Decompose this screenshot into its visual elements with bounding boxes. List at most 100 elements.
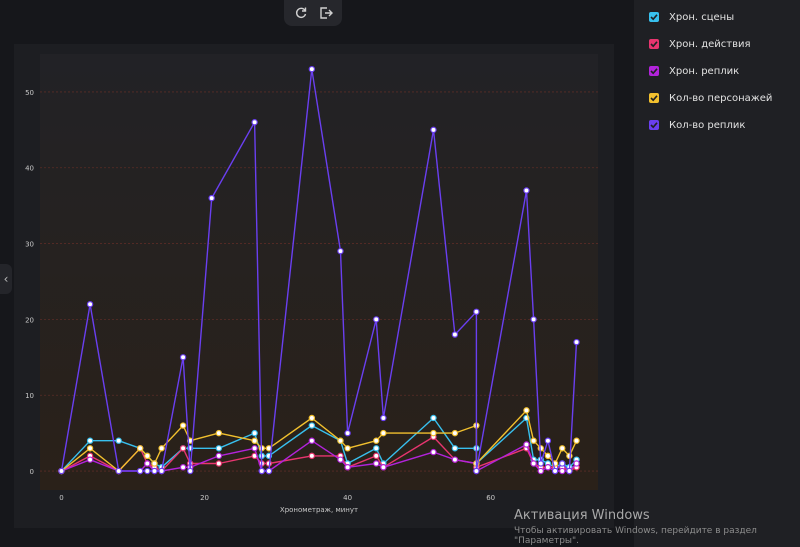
- data-point: [344, 429, 351, 437]
- data-point: [559, 445, 566, 452]
- data-point: [380, 464, 387, 471]
- data-point: [523, 187, 530, 194]
- data-point: [559, 460, 566, 467]
- refresh-button[interactable]: [291, 3, 311, 23]
- legend-item-characters[interactable]: Кол-во персонажей: [649, 90, 772, 106]
- y-tick-label: 0: [30, 468, 34, 476]
- legend-panel: Хрон. сцены Хрон. действия Хрон. реплик …: [634, 0, 800, 547]
- legend-label: Хрон. действия: [669, 38, 751, 50]
- data-point: [179, 445, 187, 452]
- data-point: [451, 445, 459, 452]
- refresh-icon: [295, 7, 306, 18]
- data-point: [86, 456, 94, 463]
- data-point: [308, 414, 316, 422]
- data-point: [451, 456, 459, 463]
- data-point: [251, 119, 258, 126]
- checkbox-icon: [649, 120, 659, 130]
- data-point: [373, 452, 380, 460]
- data-point: [115, 467, 122, 475]
- data-point: [530, 437, 537, 444]
- export-icon: [319, 7, 333, 19]
- data-point: [530, 316, 537, 323]
- legend-item-lines[interactable]: Хрон. реплик: [649, 63, 739, 79]
- data-point: [179, 422, 187, 429]
- legend-label: Хрон. сцены: [669, 11, 735, 23]
- data-point: [158, 445, 165, 452]
- data-point: [215, 429, 223, 437]
- data-point: [473, 467, 480, 475]
- data-point: [451, 429, 459, 437]
- y-tick-label: 30: [25, 241, 34, 249]
- data-point: [451, 331, 459, 338]
- data-point: [86, 445, 94, 452]
- data-point: [566, 467, 573, 475]
- checkbox-icon: [649, 66, 659, 76]
- checkbox-icon: [649, 12, 659, 22]
- data-point: [144, 460, 151, 467]
- data-point: [523, 407, 530, 414]
- chart-toolbar: [284, 0, 342, 26]
- data-point: [573, 460, 580, 467]
- data-point: [215, 460, 223, 467]
- data-point: [86, 301, 94, 308]
- data-point: [551, 467, 559, 475]
- data-point: [251, 429, 258, 437]
- data-point: [215, 452, 223, 460]
- line-chart: 0 10 20 30 40 50 0 20 40 60 Хронометраж, минут: [25, 54, 598, 514]
- chevron-left-icon: ‹: [3, 272, 9, 286]
- checkbox-icon: [649, 93, 659, 103]
- data-point: [544, 437, 552, 444]
- data-point: [179, 464, 187, 471]
- data-point: [573, 338, 580, 346]
- data-point: [258, 467, 265, 475]
- data-point: [380, 429, 387, 437]
- plot-area: [40, 54, 598, 490]
- data-point: [308, 437, 316, 444]
- data-point: [530, 460, 537, 467]
- x-axis-label: Хронометраж, минут: [280, 506, 358, 514]
- data-point: [308, 422, 316, 429]
- data-point: [373, 316, 380, 323]
- data-point: [544, 452, 552, 460]
- export-button[interactable]: [316, 3, 336, 23]
- data-point: [136, 467, 144, 475]
- data-point: [337, 456, 344, 463]
- data-point: [344, 445, 351, 452]
- data-point: [215, 445, 223, 452]
- data-point: [58, 467, 65, 475]
- data-point: [151, 460, 158, 467]
- legend-item-line-count[interactable]: Кол-во реплик: [649, 117, 745, 133]
- data-point: [523, 441, 530, 448]
- data-point: [559, 467, 566, 475]
- data-point: [566, 452, 573, 460]
- data-point: [251, 437, 258, 444]
- data-point: [136, 445, 144, 452]
- data-point: [473, 308, 480, 316]
- legend-label: Хрон. реплик: [669, 65, 740, 77]
- data-point: [373, 460, 380, 467]
- sidebar-toggle-button[interactable]: ‹: [0, 264, 12, 294]
- data-point: [308, 65, 316, 73]
- legend-item-scenes[interactable]: Хрон. сцены: [649, 9, 734, 25]
- x-tick-label: 20: [200, 494, 209, 502]
- data-point: [86, 437, 94, 444]
- legend-label: Кол-во реплик: [669, 119, 746, 131]
- data-point: [537, 467, 544, 475]
- data-point: [151, 467, 158, 475]
- data-point: [430, 429, 437, 437]
- y-tick-label: 20: [25, 316, 34, 324]
- data-point: [144, 452, 151, 460]
- x-tick-label: 60: [486, 494, 495, 502]
- data-point: [430, 126, 437, 134]
- x-tick-label: 0: [59, 494, 63, 502]
- data-point: [380, 414, 387, 422]
- legend-item-actions[interactable]: Хрон. действия: [649, 36, 751, 52]
- y-tick-label: 50: [25, 89, 34, 97]
- data-point: [537, 460, 544, 467]
- data-point: [208, 194, 215, 202]
- data-point: [179, 354, 187, 361]
- data-point: [265, 467, 273, 475]
- data-point: [187, 467, 194, 475]
- legend-label: Кол-во персонажей: [669, 92, 773, 104]
- data-point: [158, 467, 165, 475]
